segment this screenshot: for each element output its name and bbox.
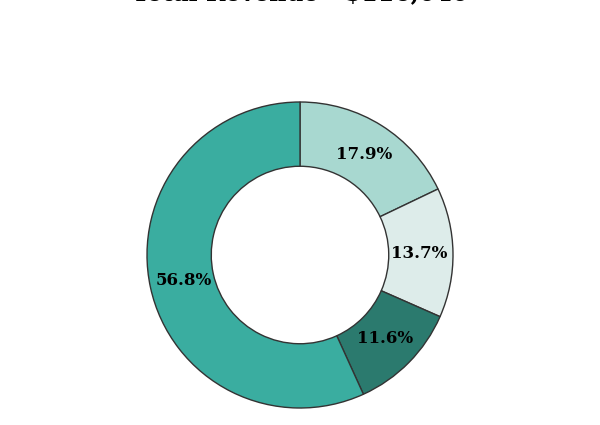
Wedge shape xyxy=(337,291,440,394)
Text: 11.6%: 11.6% xyxy=(357,330,413,347)
Title: Total Revenue - $116,040: Total Revenue - $116,040 xyxy=(132,0,468,5)
Wedge shape xyxy=(380,189,453,317)
Text: 56.8%: 56.8% xyxy=(155,272,211,289)
Legend: Individual Donors, Foundation & Corporate Support, Government Support, Program R: Individual Donors, Foundation & Corporat… xyxy=(56,0,544,1)
Wedge shape xyxy=(300,102,438,217)
Text: 13.7%: 13.7% xyxy=(391,245,448,262)
Wedge shape xyxy=(147,102,364,408)
Text: 17.9%: 17.9% xyxy=(335,145,392,162)
